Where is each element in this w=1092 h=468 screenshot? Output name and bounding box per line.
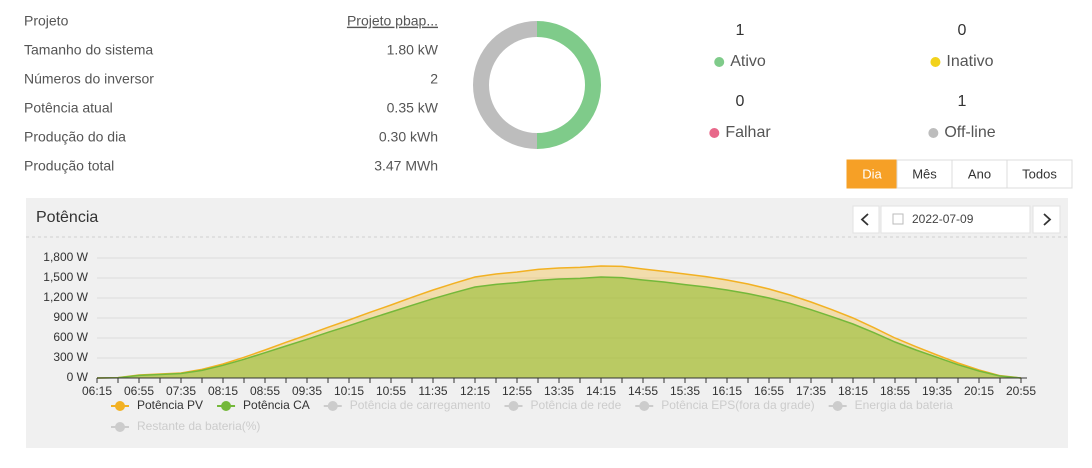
tab[interactable] [846, 159, 898, 189]
legend-label[interactable]: Potência PV [137, 398, 203, 412]
prev-button[interactable] [852, 205, 880, 234]
tab[interactable] [951, 159, 1008, 189]
x-tick-label: 11:35 [418, 384, 447, 398]
tab-label: Todos [1022, 166, 1057, 181]
x-tick-label: 17:35 [796, 384, 826, 398]
x-tick-label: 16:15 [712, 384, 742, 398]
x-tick-label: 20:15 [964, 384, 994, 398]
y-tick-label: 1,200 W [43, 290, 88, 304]
legend-icon [115, 401, 125, 411]
info-value: 0.30 kWh [379, 129, 438, 145]
status-dot [714, 57, 725, 67]
chart-title: Potência [36, 209, 98, 226]
status-label: Falhar [725, 124, 771, 141]
x-tick-label: 16:55 [754, 384, 784, 398]
x-tick-label: 19:35 [922, 384, 952, 398]
series-area [97, 277, 1021, 378]
info-label: Números do inversor [24, 71, 154, 87]
info-value[interactable]: Projeto pbap... [347, 13, 438, 29]
x-tick-label: 12:15 [460, 384, 490, 398]
status-label: Off-line [944, 124, 995, 141]
x-tick-label: 10:15 [334, 384, 364, 398]
legend-icon [508, 401, 519, 411]
legend-label[interactable]: Potência de carregamento [350, 398, 491, 412]
series-line [96, 265, 1022, 379]
info-value: 0.35 kW [387, 100, 439, 116]
tab-label: Ano [968, 166, 991, 181]
status-count: 1 [958, 93, 967, 110]
tab-label: Dia [862, 166, 882, 181]
x-tick-label: 08:55 [250, 384, 280, 398]
info-label: Produção total [24, 158, 114, 174]
x-tick-label: 08:15 [208, 384, 238, 398]
legend-icon [327, 401, 338, 411]
x-tick-label: 06:15 [82, 384, 112, 398]
status-count: 0 [958, 22, 967, 39]
status-count: 1 [736, 22, 745, 39]
date-picker: 2022-07-09 [852, 205, 1061, 234]
x-tick-label: 12:55 [502, 384, 532, 398]
date-text: 2022-07-09 [912, 212, 974, 226]
status-dot [928, 128, 939, 138]
x-tick-label: 09:35 [292, 384, 322, 398]
next-button[interactable] [1032, 205, 1061, 234]
y-tick-label: 1,500 W [43, 270, 88, 284]
next-icon [1043, 213, 1052, 226]
x-tick-label: 10:55 [376, 384, 406, 398]
legend-label[interactable]: Potência de rede [531, 398, 622, 412]
info-value: 2 [430, 71, 438, 87]
legend-label[interactable]: Potência CA [243, 398, 310, 412]
status-dot [930, 57, 941, 67]
x-tick-label: 14:15 [586, 384, 616, 398]
donut-segment [473, 21, 537, 149]
info-label: Potência atual [24, 100, 113, 116]
y-tick-label: 300 W [53, 350, 88, 364]
legend-label[interactable]: Potência EPS(fora da grade) [661, 398, 814, 412]
x-tick-label: 13:35 [544, 384, 574, 398]
status-label: Inativo [946, 53, 993, 70]
legend-icon [115, 422, 125, 432]
tab-label: Mês [912, 166, 937, 181]
legend-label[interactable]: Energia da bateria [855, 398, 953, 412]
x-tick-label: 18:55 [880, 384, 910, 398]
donut-segment [537, 21, 601, 149]
y-tick-label: 600 W [53, 330, 88, 344]
y-tick-label: 900 W [53, 310, 88, 324]
tab[interactable] [1006, 159, 1073, 189]
info-label: Produção do dia [24, 129, 126, 145]
x-tick-label: 07:35 [166, 384, 196, 398]
x-tick-label: 15:35 [670, 384, 700, 398]
info-label: Projeto [24, 13, 69, 29]
legend-label[interactable]: Restante da bateria(%) [137, 419, 260, 433]
info-label: Tamanho do sistema [24, 42, 153, 58]
series-line [96, 276, 1022, 379]
info-value: 3.47 MWh [374, 158, 438, 174]
status-label: Ativo [730, 53, 766, 70]
legend-icon [639, 401, 650, 411]
prev-icon [860, 213, 869, 226]
legend-icon [832, 401, 843, 411]
x-tick-label: 20:55 [1006, 384, 1036, 398]
y-tick-label: 1,800 W [43, 250, 88, 264]
legend-icon [221, 401, 232, 411]
x-tick-label: 06:55 [124, 384, 154, 398]
status-dot [709, 128, 720, 138]
x-tick-label: 14:55 [628, 384, 658, 398]
x-tick-label: 18:15 [838, 384, 868, 398]
status-count: 0 [736, 93, 745, 110]
y-tick-label: 0 W [67, 370, 89, 384]
info-value: 1.80 kW [387, 42, 439, 58]
date-input[interactable] [880, 205, 1031, 234]
calendar-icon [892, 213, 904, 225]
